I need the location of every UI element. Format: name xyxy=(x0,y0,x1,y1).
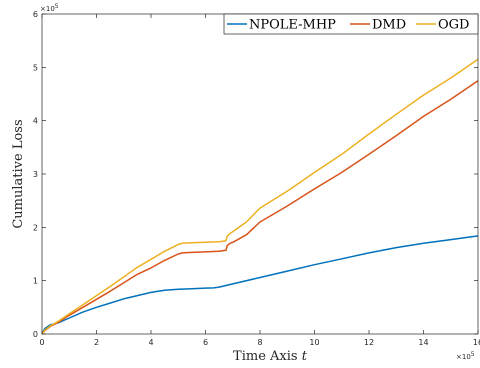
x-tick-label: 10 xyxy=(309,338,319,347)
y-axis-ticks: 0 1 2 3 4 5 6 xyxy=(33,10,478,339)
y-tick-label: 5 xyxy=(33,63,38,72)
x-axis-ticks: 0 2 4 6 8 10 12 14 16 xyxy=(39,14,480,347)
legend: NPOLE-MHP DMD OGD xyxy=(223,13,479,35)
y-tick-label: 1 xyxy=(33,277,38,286)
y-tick-label: 0 xyxy=(33,330,38,339)
x-tick-label: 2 xyxy=(94,338,99,347)
legend-label-ogd: OGD xyxy=(438,18,469,33)
y-tick-label: 2 xyxy=(33,223,38,232)
y-exponent-label: ×105 xyxy=(40,3,59,13)
x-exponent-label: ×105 xyxy=(456,351,475,361)
plot-background xyxy=(42,14,478,334)
series-line-ogd xyxy=(41,58,479,335)
x-axis-label: Time Axis t xyxy=(233,349,308,364)
series-line-npole-mhp xyxy=(41,235,479,335)
legend-label-dmd: DMD xyxy=(372,18,406,33)
x-tick-label: 6 xyxy=(203,338,208,347)
y-axis-label: Cumulative Loss xyxy=(11,119,26,228)
x-tick-label: 12 xyxy=(364,338,374,347)
legend-label-npole-mhp: NPOLE-MHP xyxy=(249,18,336,33)
y-tick-label: 6 xyxy=(33,10,38,19)
series-layer xyxy=(41,58,479,335)
x-tick-label: 8 xyxy=(257,338,262,347)
x-tick-label: 4 xyxy=(148,338,153,347)
y-tick-label: 4 xyxy=(33,117,38,126)
x-tick-label: 0 xyxy=(39,338,44,347)
x-tick-label: 14 xyxy=(418,338,428,347)
x-tick-label: 16 xyxy=(473,338,480,347)
y-tick-label: 3 xyxy=(33,170,38,179)
series-line-dmd xyxy=(41,80,479,335)
